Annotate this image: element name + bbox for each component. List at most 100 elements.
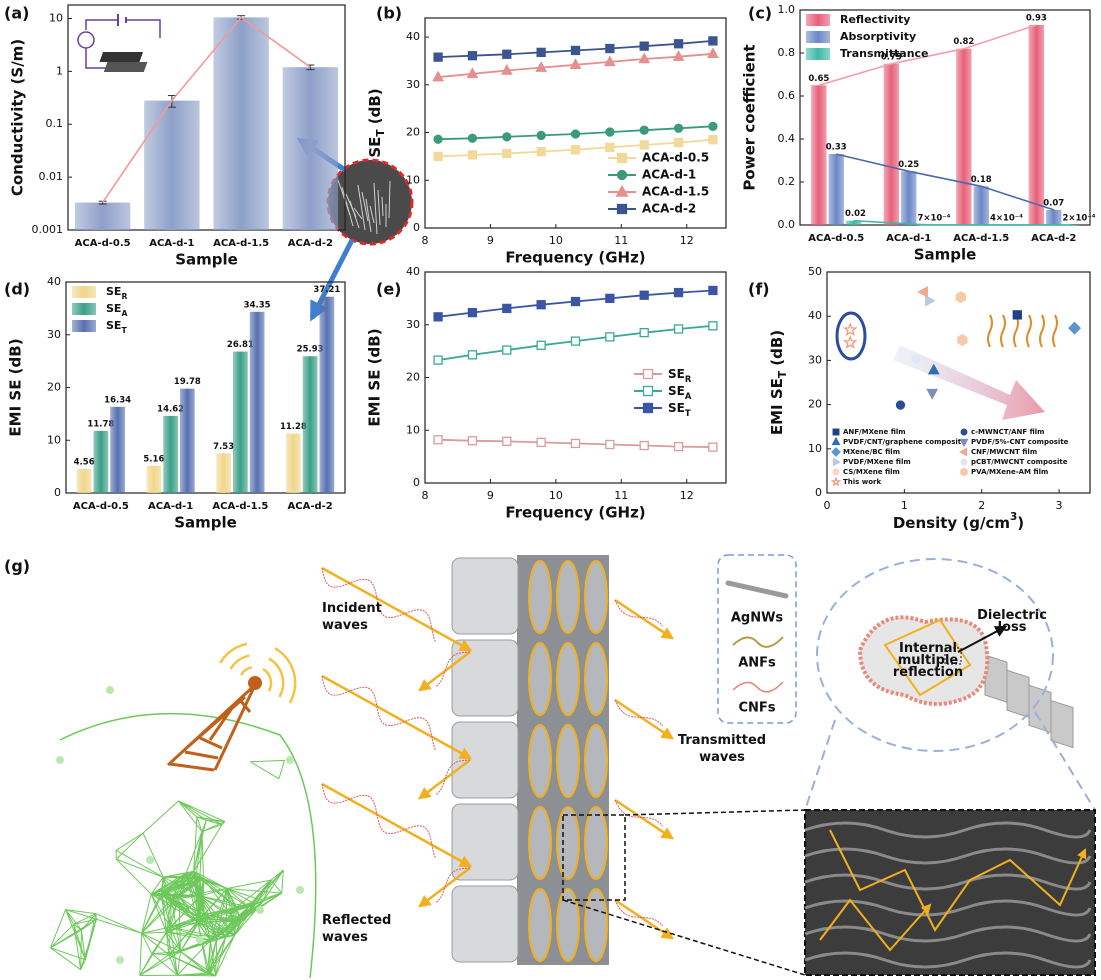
point	[433, 134, 443, 144]
globe-mesh	[81, 918, 97, 931]
point	[502, 148, 512, 159]
data-label: 0.02	[845, 209, 866, 219]
point	[536, 47, 546, 58]
globe-mesh	[165, 932, 170, 955]
globe-mesh	[225, 903, 256, 938]
sem-fiber	[388, 180, 391, 219]
shield-cell	[556, 888, 580, 962]
sem-fiber	[381, 196, 384, 217]
x-tick-label: ACA-d-1.5	[213, 238, 269, 249]
globe-mesh	[166, 931, 181, 952]
y-tick-label: 20	[47, 381, 61, 394]
globe-mesh	[235, 903, 256, 922]
legend-label: c-MWNCT/ANF film	[971, 428, 1044, 436]
antenna	[248, 676, 262, 690]
data-label: 0.07	[1043, 198, 1064, 208]
shield-cell	[556, 560, 580, 634]
sem-fiber	[373, 182, 378, 235]
decorations	[50, 14, 1096, 979]
globe-mesh	[178, 800, 207, 821]
globe-mesh	[178, 896, 211, 941]
wave	[321, 783, 436, 859]
globe-mesh	[193, 820, 207, 872]
shield-inset	[1006, 669, 1030, 719]
point	[433, 151, 443, 162]
y-axis-title: Conductivity (S/m)	[9, 39, 27, 196]
bar	[1046, 209, 1062, 225]
point	[707, 47, 719, 59]
dielectric-label: Dielectric loss	[977, 608, 1047, 635]
legend-marker	[832, 428, 840, 436]
y-tick-label: 0	[413, 221, 420, 234]
internal-label: Internal multiple reflection	[893, 641, 963, 680]
globe-mesh	[176, 951, 182, 976]
globe-mesh	[262, 869, 284, 902]
data-label: 0.65	[808, 74, 829, 84]
sem-fiber	[369, 205, 375, 224]
sem-inset	[326, 158, 414, 246]
data-label: 0.18	[971, 175, 992, 185]
point	[708, 36, 718, 46]
globe-mesh	[197, 922, 210, 975]
globe-mesh	[226, 888, 256, 905]
text-part: Density (g/cm	[893, 514, 1010, 532]
point	[502, 345, 512, 355]
data-label: 0.93	[1026, 14, 1047, 24]
y-tick-label: 30	[47, 328, 61, 341]
globe-mesh	[281, 870, 284, 894]
legend-label: ACA-d-2	[642, 202, 696, 216]
globe-mesh	[195, 831, 203, 876]
text-part: EMI SE	[768, 378, 786, 435]
globe-mesh	[115, 858, 152, 895]
bar	[213, 17, 269, 230]
point	[673, 324, 684, 334]
globe-mesh	[199, 918, 211, 941]
y-tick-label: 10	[47, 433, 61, 446]
y-tick-label: 30	[406, 318, 420, 331]
legend-swatch	[72, 286, 96, 298]
x-tick-label: 12	[680, 234, 694, 247]
point	[842, 335, 858, 349]
shield-cell	[584, 642, 608, 716]
point	[673, 39, 684, 49]
point	[842, 322, 858, 337]
detail-link	[624, 809, 806, 816]
legend-swatch	[806, 48, 830, 60]
globe-mesh	[201, 824, 223, 833]
globe-mesh	[197, 906, 249, 923]
legend-label: SET	[668, 401, 691, 418]
globe-mesh	[197, 921, 218, 938]
x-tick-label: 8	[422, 489, 429, 502]
legend-label: ACA-d-1	[642, 168, 696, 182]
wave	[321, 675, 436, 751]
legend-label: Transmittance	[840, 47, 929, 60]
shield-cell	[584, 888, 608, 962]
anf-icon	[732, 636, 784, 648]
y-tick-label: 0.1	[46, 117, 64, 130]
point	[467, 150, 478, 160]
globe-mesh	[226, 888, 249, 908]
sem-layer	[804, 951, 1092, 969]
star-dot	[286, 756, 294, 764]
data-label: 26.81	[227, 340, 254, 350]
point	[467, 307, 478, 318]
globe-mesh	[116, 858, 164, 878]
globe-mesh	[168, 954, 216, 977]
point	[502, 132, 512, 142]
globe-mesh	[208, 940, 211, 975]
bar	[883, 63, 900, 225]
globe-mesh	[200, 895, 235, 936]
bar	[286, 433, 301, 493]
globe-mesh	[150, 876, 164, 895]
panel-label: (g)	[4, 557, 30, 576]
sem-image	[804, 809, 1096, 976]
legend-label: pCBT/MWCNT composite	[971, 458, 1068, 466]
text-part: SE	[366, 137, 384, 158]
point	[955, 291, 966, 304]
wave-arrow	[614, 598, 675, 640]
globe-mesh	[115, 849, 164, 878]
text-part: T	[121, 326, 127, 335]
inset-wave	[1013, 314, 1019, 348]
inset-wave	[1039, 314, 1045, 348]
legend-label: SER	[668, 367, 692, 384]
